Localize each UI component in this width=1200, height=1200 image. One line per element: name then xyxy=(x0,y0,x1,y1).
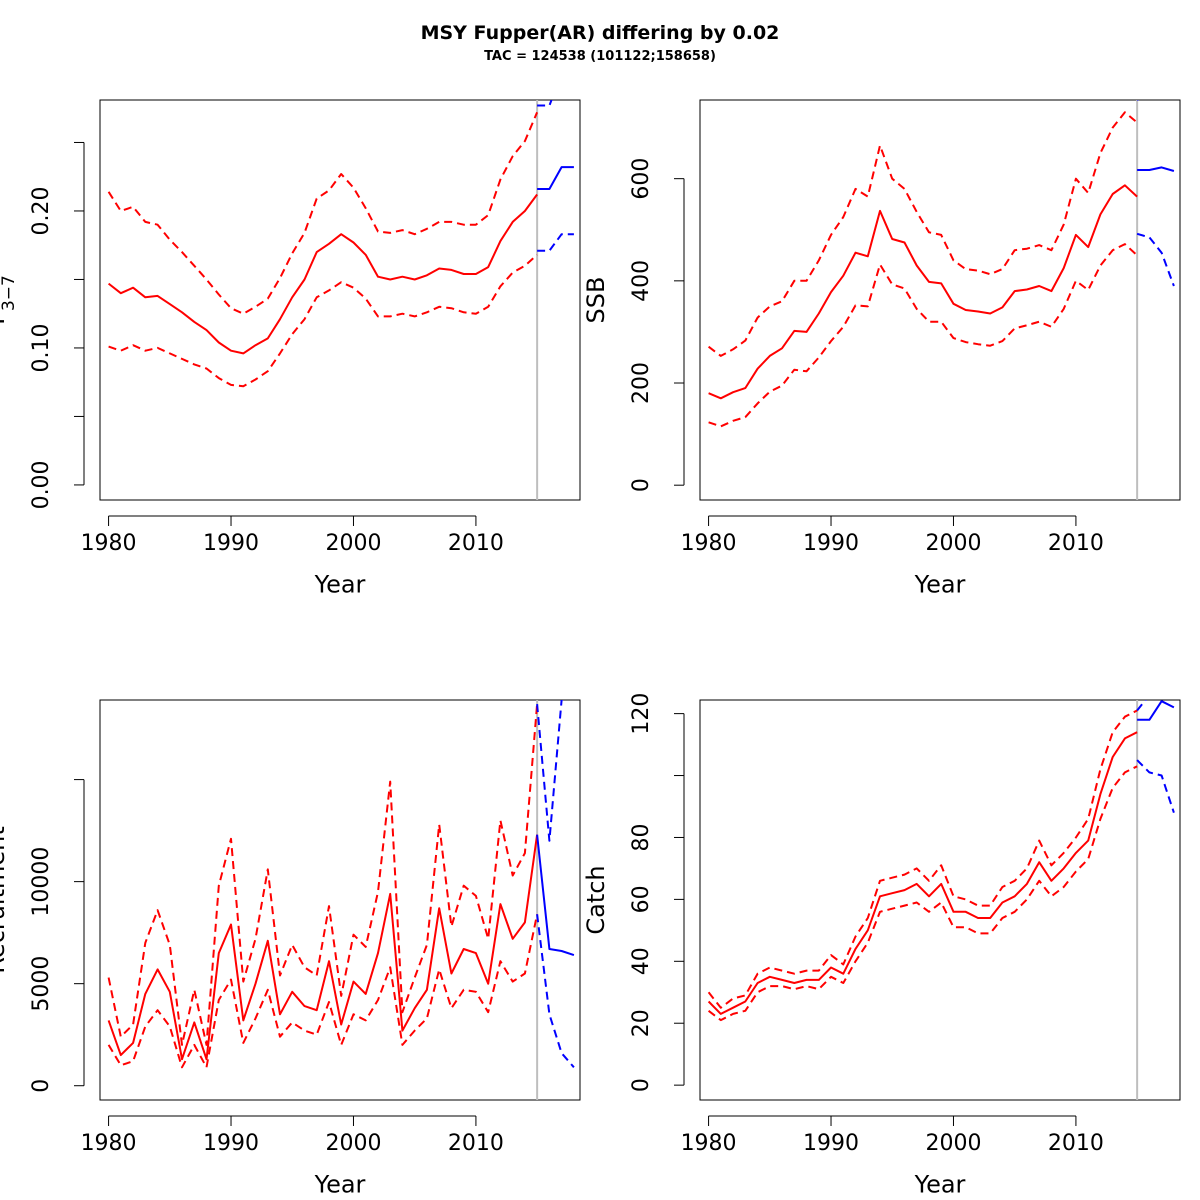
x-tick-label: 1980 xyxy=(681,1131,737,1156)
series-upper xyxy=(107,111,539,315)
x-tick-label: 2010 xyxy=(1048,1131,1104,1156)
forecast-lower xyxy=(1136,759,1175,814)
y-tick-label: 0 xyxy=(629,478,654,492)
series-lower xyxy=(107,914,539,1069)
series-group xyxy=(707,100,1175,428)
x-tick-label: 1980 xyxy=(81,531,137,556)
series-estimate xyxy=(708,184,1138,400)
forecast-estimate xyxy=(1137,700,1175,721)
x-tick-label: 2010 xyxy=(448,1131,504,1156)
y-axis-title: Catch xyxy=(582,865,610,934)
forecast-upper xyxy=(537,100,553,107)
x-tick-label: 1990 xyxy=(803,1131,859,1156)
forecast-estimate xyxy=(1137,166,1175,172)
y-tick-label: 0 xyxy=(29,1079,54,1093)
x-tick-label: 2010 xyxy=(1048,531,1104,556)
y-axis: 0 5000 10000 Recruitment xyxy=(0,779,85,1093)
series-group xyxy=(107,700,575,1069)
y-tick-label: 0 xyxy=(629,1078,654,1092)
y-axis-title: Recruitment xyxy=(0,826,10,973)
panels: 1980199020002010Year0.000.100.20F3−71980… xyxy=(0,74,1181,1199)
x-axis-title: Year xyxy=(314,571,366,599)
y-tick-label: 400 xyxy=(629,260,654,302)
y-tick-label: 200 xyxy=(629,362,654,404)
y-tick-label: 120 xyxy=(629,693,654,735)
x-tick-label: 2010 xyxy=(448,531,504,556)
series-upper xyxy=(707,709,1138,1009)
y-axis-title-subscript: 3−7 xyxy=(0,275,19,311)
forecast-estimate xyxy=(536,834,575,957)
series-upper xyxy=(707,111,1138,357)
x-axis-title: Year xyxy=(314,1171,366,1199)
plot-frame xyxy=(699,99,1181,501)
x-tick-label: 1990 xyxy=(803,531,859,556)
x-axis: 1980 1990 2000 2010 Year xyxy=(81,515,504,599)
series-lower xyxy=(707,765,1138,1022)
y-tick-label: 600 xyxy=(629,158,654,200)
y-tick-label: 40 xyxy=(629,947,654,975)
panel-ssb: 1980 1990 2000 2010 Year 0 200 400 600 SSB xyxy=(582,99,1181,599)
series-estimate xyxy=(107,193,538,355)
x-axis: 1980 1990 2000 2010 Year xyxy=(81,1115,504,1199)
series-group xyxy=(707,695,1175,1022)
series-estimate xyxy=(707,731,1138,1015)
series-lower xyxy=(108,254,538,388)
x-axis-title: Year xyxy=(914,571,966,599)
y-axis: 0.00 0.10 0.20 F3−7 xyxy=(0,141,85,509)
plot-frame xyxy=(99,699,581,1101)
series-upper xyxy=(107,704,539,1046)
series-lower xyxy=(708,243,1138,428)
y-tick-label: 0.00 xyxy=(29,460,54,509)
x-tick-label: 2000 xyxy=(325,1131,381,1156)
forecast-upper xyxy=(536,700,563,842)
y-axis: 0 20 40 60 80 120 Catch xyxy=(582,693,685,1092)
figure-subtitle: TAC = 124538 (101122;158658) xyxy=(484,49,716,64)
forecast-upper xyxy=(1136,700,1147,712)
x-tick-label: 1980 xyxy=(681,531,737,556)
x-tick-label: 2000 xyxy=(925,1131,981,1156)
forecast-upper-exit xyxy=(561,700,564,701)
x-axis: 1980 1990 2000 2010 Year xyxy=(681,1115,1104,1199)
x-tick-label: 2000 xyxy=(925,531,981,556)
forecast-estimate xyxy=(537,166,574,190)
x-axis-title: Year xyxy=(914,1171,966,1199)
plot-frame xyxy=(99,99,581,501)
y-axis-title: F3−7 xyxy=(0,275,19,325)
y-tick-label: 20 xyxy=(629,1009,654,1037)
forecast-lower xyxy=(536,914,575,1068)
x-tick-label: 1990 xyxy=(203,531,259,556)
forecast-upper-exit xyxy=(1137,100,1139,101)
panel-recruitment: 1980 1990 2000 2010 Year 0 5000 10000 Recruitmen… xyxy=(0,699,581,1199)
forecast-upper-exit xyxy=(1149,695,1155,696)
y-tick-label: 80 xyxy=(629,823,654,851)
forecast-lower xyxy=(537,233,574,252)
series-estimate xyxy=(107,834,539,1061)
y-tick-label: 60 xyxy=(629,885,654,913)
x-tick-label: 1980 xyxy=(81,1131,137,1156)
x-tick-label: 1990 xyxy=(203,1131,259,1156)
series-group xyxy=(107,74,574,388)
forecast-lower xyxy=(1136,232,1175,287)
x-tick-label: 2000 xyxy=(325,531,381,556)
panel-catch: 1980 1990 2000 2010 Year 0 20 40 60 80 120 Catch xyxy=(582,693,1181,1199)
x-axis: 1980 1990 2000 2010 Year xyxy=(681,515,1104,599)
panel-f: 1980 1990 2000 2010 Year 0.00 0.10 0.20 F3−7 xyxy=(0,74,581,599)
y-axis: 0 200 400 600 SSB xyxy=(582,158,685,492)
y-axis-title: SSB xyxy=(582,277,610,324)
y-tick-label: 10000 xyxy=(29,847,54,917)
plot-frame xyxy=(699,699,1181,1101)
figure-title: MSY Fupper(AR) differing by 0.02 xyxy=(421,22,780,44)
forecast-upper-exit xyxy=(562,74,568,96)
y-tick-label: 0.20 xyxy=(29,186,54,235)
y-tick-label: 0.10 xyxy=(29,323,54,372)
y-tick-label: 5000 xyxy=(29,956,54,1012)
y-axis-title-main: F xyxy=(0,311,10,325)
